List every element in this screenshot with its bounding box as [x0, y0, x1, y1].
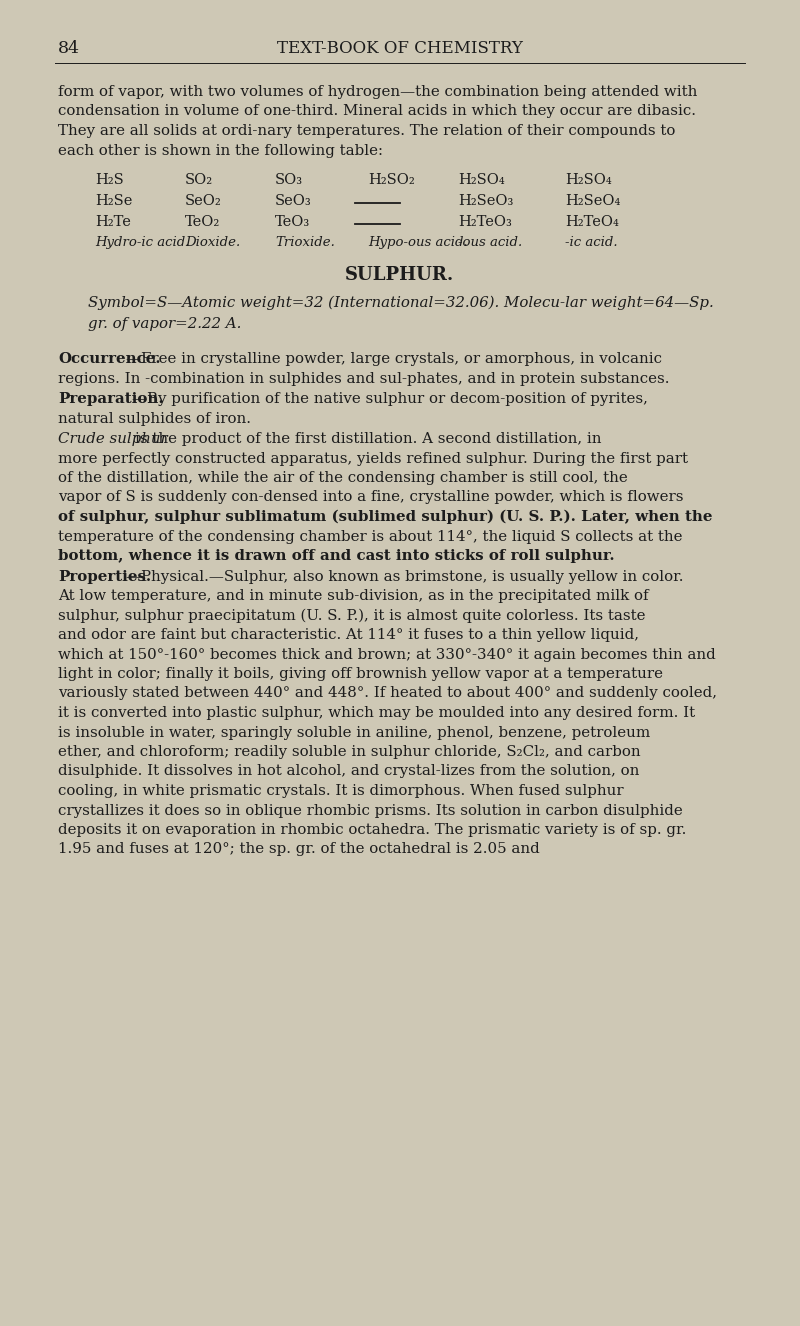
Text: and odor are faint but characteristic. At 114° it fuses to a thin yellow liquid,: and odor are faint but characteristic. A…	[58, 629, 639, 642]
Text: H₂SeO₄: H₂SeO₄	[565, 194, 620, 208]
Text: vapor of S is suddenly con­densed into a fine, crystalline powder, which is flow: vapor of S is suddenly con­densed into a…	[58, 491, 683, 504]
Text: deposits it on evaporation in rhombic octahedra. The prismatic variety is of sp.: deposits it on evaporation in rhombic oc…	[58, 823, 686, 837]
Text: condensation in volume of one-third. Mineral acids in which they occur are dibas: condensation in volume of one-third. Min…	[58, 105, 696, 118]
Text: crystallizes it does so in oblique rhombic prisms. Its solution in carbon disulp: crystallizes it does so in oblique rhomb…	[58, 804, 682, 818]
Text: H₂Te: H₂Te	[95, 215, 131, 229]
Text: 1.95 and fuses at 120°; the sp. gr. of the octahedral is 2.05 and: 1.95 and fuses at 120°; the sp. gr. of t…	[58, 842, 540, 857]
Text: Trioxide.: Trioxide.	[275, 236, 335, 249]
Text: They are all solids at ordi­nary temperatures. The relation of their compounds t: They are all solids at ordi­nary tempera…	[58, 125, 675, 138]
Text: light in color; finally it boils, giving off brownish yellow vapor at a temperat: light in color; finally it boils, giving…	[58, 667, 663, 682]
Text: H₂SO₂: H₂SO₂	[368, 172, 414, 187]
Text: —Free in crystalline powder, large crystals, or amorphous, in volcanic: —Free in crystalline powder, large cryst…	[126, 351, 662, 366]
Text: it is converted into plastic sulphur, which may be moulded into any desired form: it is converted into plastic sulphur, wh…	[58, 705, 695, 720]
Text: —By purification of the native sulphur or decom­position of pyrites,: —By purification of the native sulphur o…	[132, 392, 648, 406]
Text: temperature of the condensing chamber is about 114°, the liquid S collects at th: temperature of the condensing chamber is…	[58, 529, 682, 544]
Text: 84: 84	[58, 40, 80, 57]
Text: of sulphur, sulphur sublimatum (sublimed sulphur) (U. S. P.). Later, when the: of sulphur, sulphur sublimatum (sublimed…	[58, 511, 713, 524]
Text: H₂SO₄: H₂SO₄	[565, 172, 612, 187]
Text: Properties.: Properties.	[58, 569, 151, 583]
Text: Occurrence.: Occurrence.	[58, 351, 161, 366]
Text: -ic acid.: -ic acid.	[565, 236, 618, 249]
Text: disulphide. It dissolves in hot alcohol, and crystal­lizes from the solution, on: disulphide. It dissolves in hot alcohol,…	[58, 765, 639, 778]
Text: Symbol=S—Atomic weight=32 (International=32.06). Molecu­lar weight=64—Sp.: Symbol=S—Atomic weight=32 (International…	[88, 296, 714, 310]
Text: more perfectly constructed apparatus, yields refined sulphur. During the first p: more perfectly constructed apparatus, yi…	[58, 451, 688, 465]
Text: each other is shown in the following table:: each other is shown in the following tab…	[58, 143, 383, 158]
Text: which at 150°-160° becomes thick and brown; at 330°-340° it again becomes thin a: which at 150°-160° becomes thick and bro…	[58, 647, 716, 662]
Text: TeO₂: TeO₂	[185, 215, 220, 229]
Text: H₂SO₄: H₂SO₄	[458, 172, 505, 187]
Text: regions. In ­combination in sulphides and sul­phates, and in protein substances.: regions. In ­combination in sulphides an…	[58, 371, 670, 386]
Text: sulphur, sulphur praecipitatum (U. S. P.), it is almost quite colorless. Its tas: sulphur, sulphur praecipitatum (U. S. P.…	[58, 609, 646, 623]
Text: Hydro-ic acid.: Hydro-ic acid.	[95, 236, 190, 249]
Text: -ous acid.: -ous acid.	[458, 236, 522, 249]
Text: H₂S: H₂S	[95, 172, 124, 187]
Text: SULPHUR.: SULPHUR.	[346, 267, 454, 284]
Text: bottom, whence it is drawn off and cast into sticks of roll sulphur.: bottom, whence it is drawn off and cast …	[58, 549, 614, 564]
Text: TeO₃: TeO₃	[275, 215, 310, 229]
Text: ether, and chloroform; readily soluble in sulphur chloride, S₂Cl₂, and carbon: ether, and chloroform; readily soluble i…	[58, 745, 641, 758]
Text: SeO₂: SeO₂	[185, 194, 222, 208]
Text: SO₃: SO₃	[275, 172, 303, 187]
Text: H₂TeO₄: H₂TeO₄	[565, 215, 619, 229]
Text: cooling, in white prismatic crystals. It is dimorphous. When fused sulphur: cooling, in white prismatic crystals. It…	[58, 784, 624, 798]
Text: H₂Se: H₂Se	[95, 194, 132, 208]
Text: gr. of vapor=2.22 A.: gr. of vapor=2.22 A.	[88, 317, 242, 332]
Text: SeO₃: SeO₃	[275, 194, 312, 208]
Text: Dioxide.: Dioxide.	[185, 236, 240, 249]
Text: is the product of the first distillation. A second distillation, in: is the product of the first distillation…	[134, 432, 602, 446]
Text: At low temperature, and in minute sub­division, as in the precipitated milk of: At low temperature, and in minute sub­di…	[58, 589, 649, 603]
Text: TEXT-BOOK OF CHEMISTRY: TEXT-BOOK OF CHEMISTRY	[277, 40, 523, 57]
Text: H₂TeO₃: H₂TeO₃	[458, 215, 512, 229]
Text: is insoluble in water, sparingly soluble in aniline, phenol, benzene, petroleum: is insoluble in water, sparingly soluble…	[58, 725, 650, 740]
Text: form of vapor, with two volumes of hydrogen—the combination being attended with: form of vapor, with two volumes of hydro…	[58, 85, 698, 99]
Text: H₂SeO₃: H₂SeO₃	[458, 194, 514, 208]
Text: Preparation.: Preparation.	[58, 392, 164, 406]
Text: SO₂: SO₂	[185, 172, 213, 187]
Text: —Physical.—Sulphur, also known as brimstone, is usually yellow in color.: —Physical.—Sulphur, also known as brimst…	[126, 569, 683, 583]
Text: of the distillation, while the air of the condensing chamber is still cool, the: of the distillation, while the air of th…	[58, 471, 628, 485]
Text: Hypo-ous acid.: Hypo-ous acid.	[368, 236, 468, 249]
Text: Crude sulphur: Crude sulphur	[58, 432, 168, 446]
Text: natural sulphides of iron.: natural sulphides of iron.	[58, 411, 251, 426]
Text: variously stated between 440° and 448°. If heated to about 400° and suddenly coo: variously stated between 440° and 448°. …	[58, 687, 717, 700]
